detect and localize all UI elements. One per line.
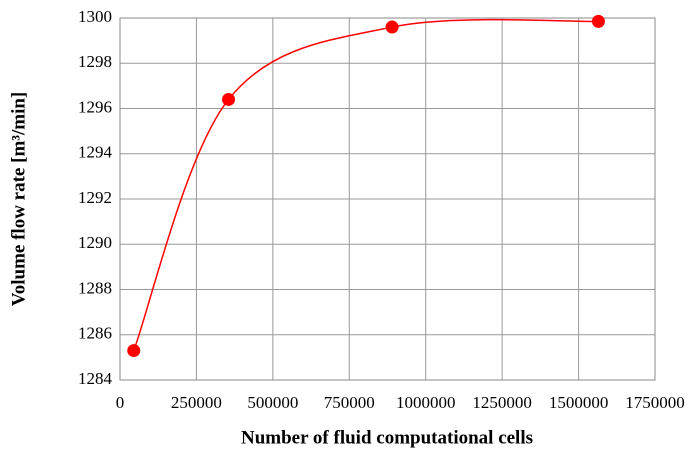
marker [591, 14, 605, 28]
x-tick-label: 500000 [247, 393, 298, 412]
x-tick-label: 1250000 [472, 393, 532, 412]
marker [385, 20, 399, 34]
x-tick-label: 0 [116, 393, 125, 412]
marker [127, 344, 141, 358]
y-tick-label: 1298 [78, 52, 112, 71]
y-axis-title: Volume flow rate [m³/min] [8, 92, 29, 306]
y-tick-label: 1288 [78, 278, 112, 297]
y-tick-label: 1292 [78, 188, 112, 207]
x-tick-label: 1000000 [396, 393, 456, 412]
x-tick-label: 250000 [171, 393, 222, 412]
x-axis-title: Number of fluid computational cells [241, 427, 533, 448]
marker [222, 92, 236, 106]
x-tick-label: 1750000 [625, 393, 685, 412]
line [133, 18, 599, 351]
y-tick-label: 1300 [78, 7, 112, 26]
x-tick-label: 750000 [324, 393, 375, 412]
y-tick-label: 1290 [78, 233, 112, 252]
y-tick-label: 1286 [78, 324, 112, 343]
y-tick-label: 1296 [78, 97, 112, 116]
y-tick-label: 1294 [78, 143, 113, 162]
y-tick-label: 1284 [78, 369, 113, 388]
plot-border [119, 17, 656, 381]
x-tick-label: 1500000 [549, 393, 609, 412]
